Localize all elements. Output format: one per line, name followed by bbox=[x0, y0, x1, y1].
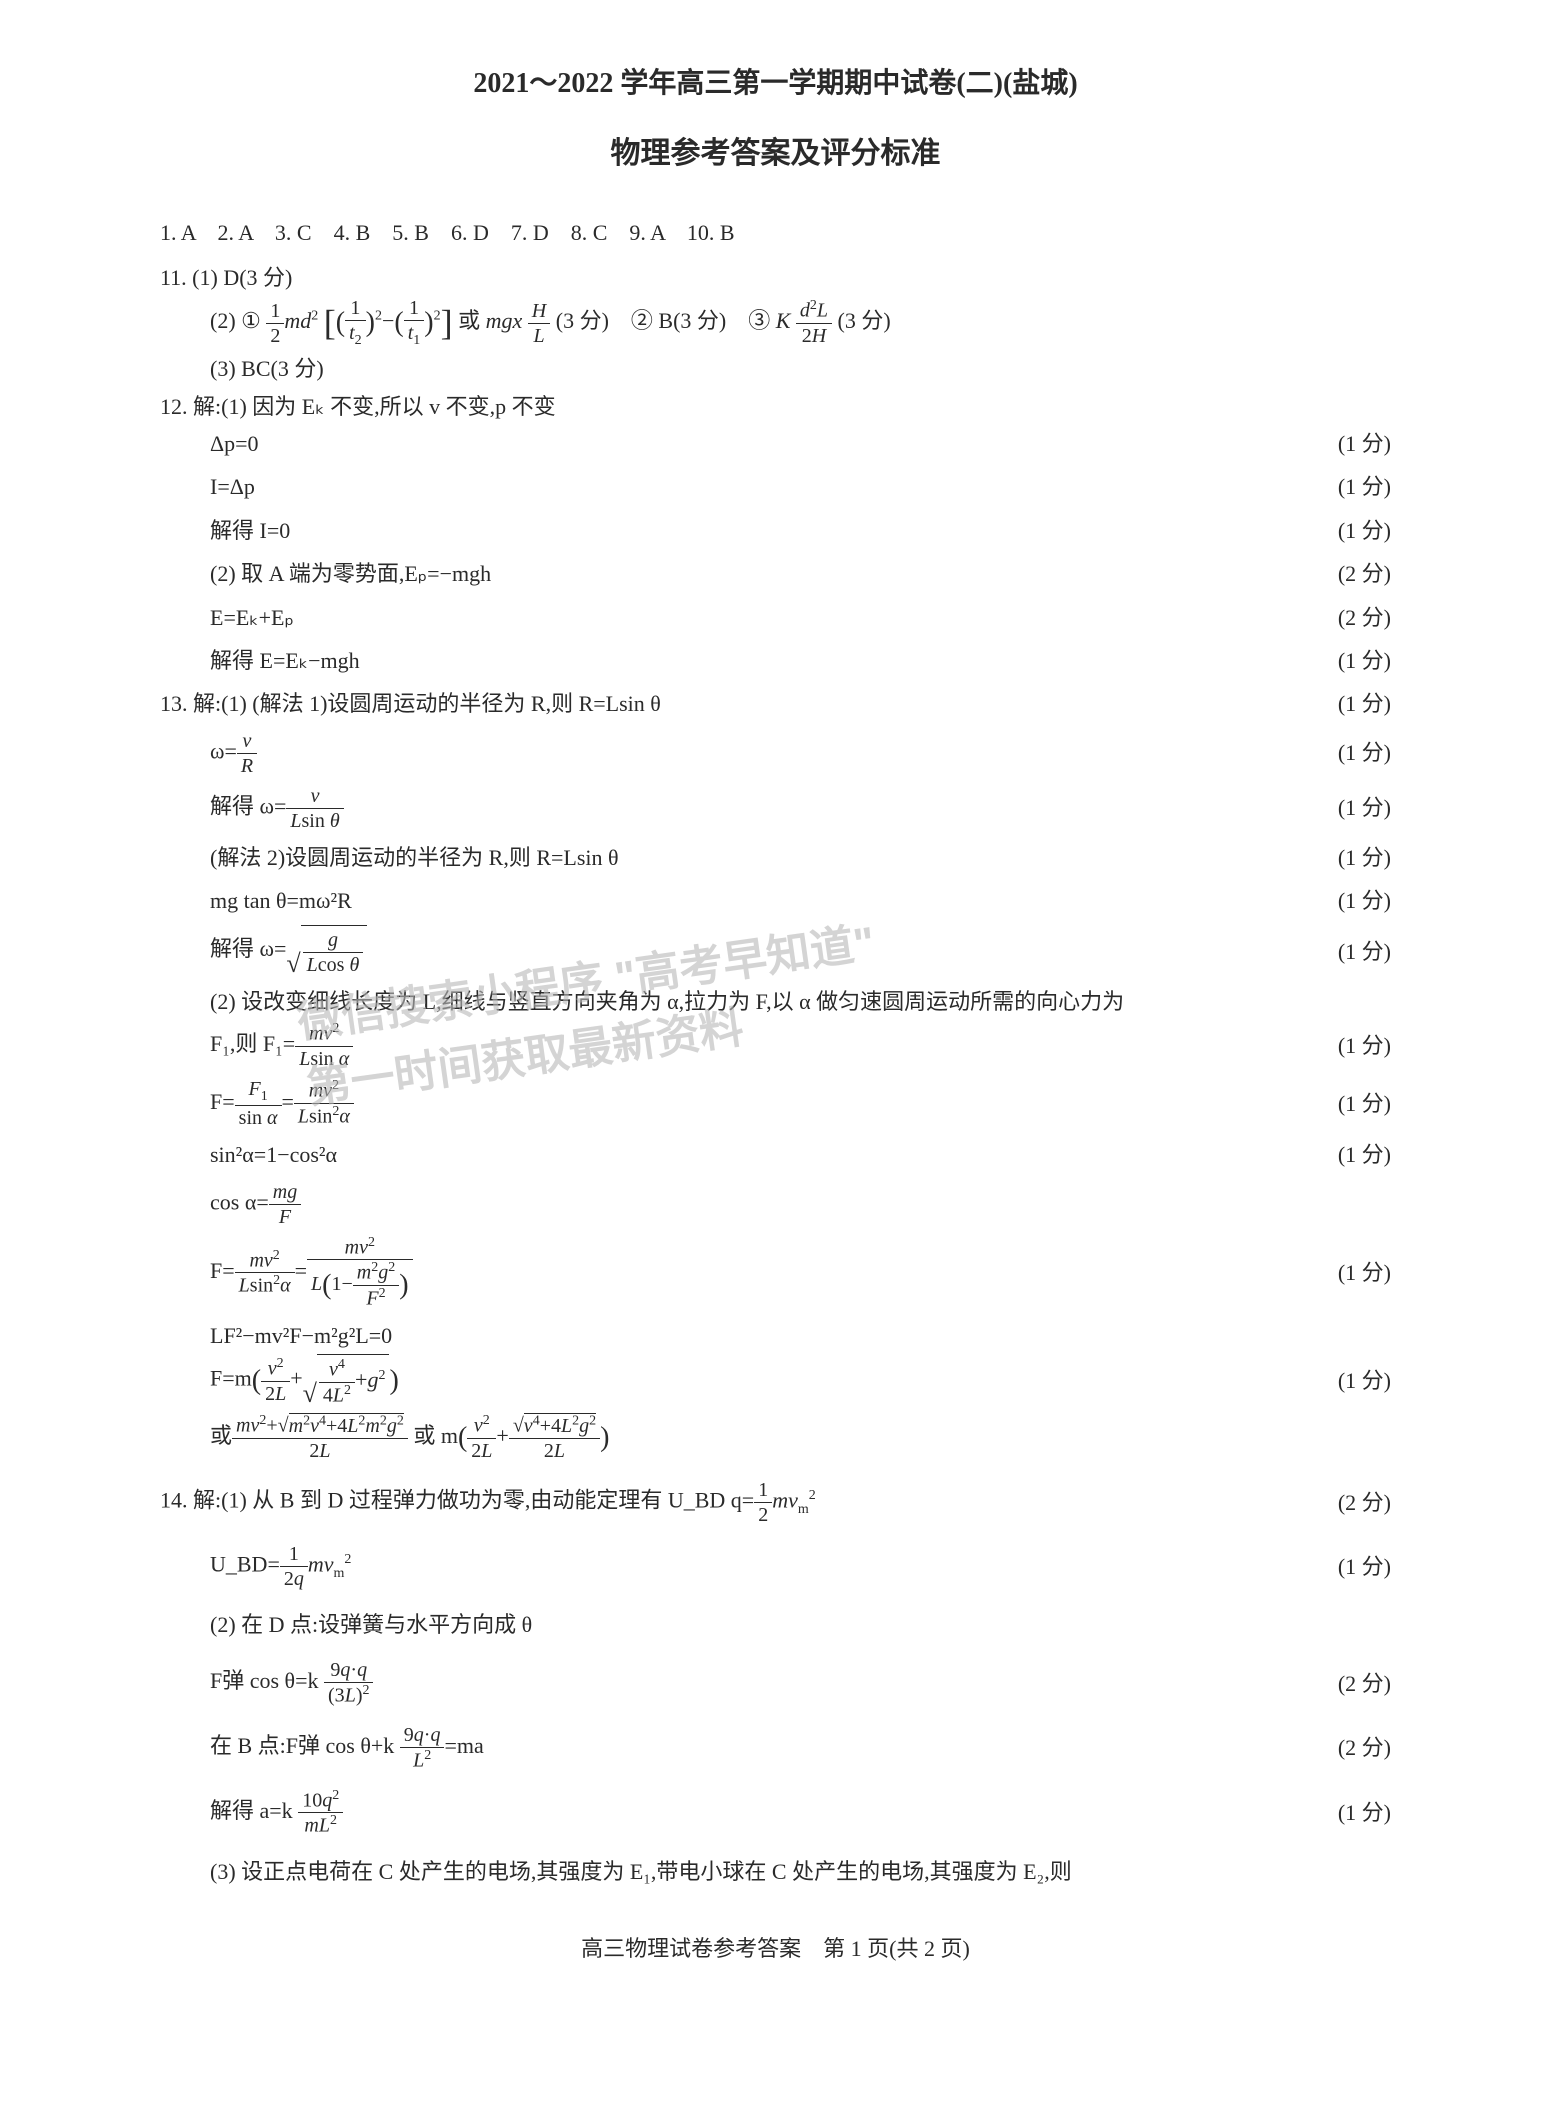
q13-l13-prefix: F=m bbox=[210, 1366, 252, 1391]
q14-l4: 在 B 点:F弹 cos θ+k 9q·qL2=ma bbox=[160, 1723, 1318, 1773]
q13-l7-prefix: F₁,则 F₁= bbox=[210, 1031, 295, 1056]
points: (2 分) bbox=[1318, 555, 1391, 592]
q13-l2-prefix: ω= bbox=[210, 738, 237, 763]
points: (2 分) bbox=[1318, 599, 1391, 636]
q13-l13: F=m(v22L+√v44L2+g2) bbox=[160, 1354, 1318, 1407]
q13-l3-prefix: 解得 ω= bbox=[210, 793, 286, 818]
points: (1 分) bbox=[1318, 685, 1391, 722]
q11-part1: 11. (1) D(3 分) bbox=[160, 259, 1391, 296]
q14-l5-prefix: 解得 a=k bbox=[210, 1798, 298, 1823]
q14-head-prefix: 14. 解:(1) 从 B 到 D 过程弹力做功为零,由动能定理有 U_BD q… bbox=[160, 1488, 754, 1513]
q12-l1: Δp=0 bbox=[160, 425, 1318, 462]
q13-l9: sin²α=1−cos²α bbox=[160, 1136, 1318, 1173]
q13-l6-prefix: 解得 ω= bbox=[210, 937, 286, 962]
q14-part2: (2) 在 D 点:设弹簧与水平方向成 θ bbox=[160, 1606, 1391, 1643]
page-title-main: 2021～2022 学年高三第一学期期中试卷(二)(盐城) bbox=[160, 60, 1391, 108]
q14-l5: 解得 a=k 10q2mL2 bbox=[160, 1788, 1318, 1838]
multiple-choice-answers: 1. A 2. A 3. C 4. B 5. B 6. D 7. D 8. C … bbox=[160, 214, 1391, 251]
q14-head: 14. 解:(1) 从 B 到 D 过程弹力做功为零,由动能定理有 U_BD q… bbox=[160, 1478, 1318, 1527]
q14-part3: (3) 设正点电荷在 C 处产生的电场,其强度为 E₁,带电小球在 C 处产生的… bbox=[160, 1853, 1391, 1890]
page-footer: 高三物理试卷参考答案 第 1 页(共 2 页) bbox=[160, 1930, 1391, 1967]
q14-l4-prefix: 在 B 点:F弹 cos θ+k bbox=[210, 1733, 400, 1758]
points: (1 分) bbox=[1318, 1136, 1391, 1173]
points: (1 分) bbox=[1318, 1794, 1391, 1831]
points: (1 分) bbox=[1318, 1548, 1391, 1585]
points: (1 分) bbox=[1318, 839, 1391, 876]
q13-l8-prefix: F= bbox=[210, 1088, 235, 1113]
points: (1 分) bbox=[1318, 1085, 1391, 1122]
q13-l2: ω=vR bbox=[160, 729, 1318, 778]
points: (2 分) bbox=[1318, 1484, 1391, 1521]
q12-l2: I=Δp bbox=[160, 468, 1318, 505]
q11-part2-prefix: (2) ① bbox=[210, 308, 266, 333]
points: (1 分) bbox=[1318, 1362, 1391, 1399]
points: (2 分) bbox=[1318, 1665, 1391, 1702]
points: (1 分) bbox=[1318, 512, 1391, 549]
q11-part3: (3) BC(3 分) bbox=[160, 350, 1391, 387]
q11-part2-mid: (3 分) ② B(3 分) ③ bbox=[556, 308, 776, 333]
q13-l14-prefix: 或 bbox=[210, 1423, 232, 1448]
points: (1 分) bbox=[1318, 933, 1391, 970]
q13-l12: LF²−mv²F−m²g²L=0 bbox=[160, 1317, 1391, 1354]
points: (1 分) bbox=[1318, 642, 1391, 679]
q14-l2-prefix: U_BD= bbox=[210, 1552, 280, 1577]
q13-l14: 或mv2+√m2v4+4L2m2g22L 或 m(v22L+√v4+4L2g22… bbox=[160, 1413, 1391, 1463]
points: (1 分) bbox=[1318, 882, 1391, 919]
q13-l11: F=mv2Lsin2α=mv2L(1−m2g2F2) bbox=[160, 1235, 1318, 1311]
q13-part2-intro: (2) 设改变细线长度为 L,细线与竖直方向夹角为 α,拉力为 F,以 α 做匀… bbox=[160, 983, 1391, 1020]
q13-l6: 解得 ω=√gLcos θ bbox=[160, 925, 1318, 977]
points: (1 分) bbox=[1318, 1027, 1391, 1064]
q13-l5: mg tan θ=mω²R bbox=[160, 882, 1318, 919]
q14-l2: U_BD=12qmvm2 bbox=[160, 1542, 1318, 1591]
q12-l3: 解得 I=0 bbox=[160, 512, 1318, 549]
q12-head: 12. 解:(1) 因为 Eₖ 不变,所以 v 不变,p 不变 bbox=[160, 388, 1391, 425]
q11-part2: (2) ① 12md2 [(1t2)2−(1t1)2] 或 mgx HL (3 … bbox=[160, 296, 1391, 350]
q13-l11-prefix: F= bbox=[210, 1258, 235, 1283]
q13-l7: F₁,则 F₁=mv2Lsin α bbox=[160, 1021, 1318, 1071]
points: (1 分) bbox=[1318, 1254, 1391, 1291]
q13-l14-mid: 或 m bbox=[413, 1423, 458, 1448]
q12-l5: E=Eₖ+Eₚ bbox=[160, 599, 1318, 636]
points: (2 分) bbox=[1318, 1729, 1391, 1766]
q13-l10: cos α=mgF bbox=[160, 1180, 1391, 1229]
q13-l8: F=F1sin α=mv2Lsin2α bbox=[160, 1077, 1318, 1131]
points: (1 分) bbox=[1318, 425, 1391, 462]
q13-l3: 解得 ω=vLsin θ bbox=[160, 784, 1318, 833]
points: (1 分) bbox=[1318, 734, 1391, 771]
q11-part2-suffix: (3 分) bbox=[838, 308, 891, 333]
q12-l6: 解得 E=Eₖ−mgh bbox=[160, 642, 1318, 679]
points: (1 分) bbox=[1318, 789, 1391, 826]
q14-l4-suffix: =ma bbox=[444, 1733, 483, 1758]
q13-head: 13. 解:(1) (解法 1)设圆周运动的半径为 R,则 R=Lsin θ bbox=[160, 685, 1318, 722]
q12-l4: (2) 取 A 端为零势面,Eₚ=−mgh bbox=[160, 555, 1318, 592]
q13-l10-prefix: cos α= bbox=[210, 1189, 269, 1214]
points: (1 分) bbox=[1318, 468, 1391, 505]
q14-l3-prefix: F弹 cos θ=k bbox=[210, 1668, 324, 1693]
page-title-sub: 物理参考答案及评分标准 bbox=[160, 128, 1391, 179]
q13-l4: (解法 2)设圆周运动的半径为 R,则 R=Lsin θ bbox=[160, 839, 1318, 876]
q14-l3: F弹 cos θ=k 9q·q(3L)2 bbox=[160, 1658, 1318, 1708]
